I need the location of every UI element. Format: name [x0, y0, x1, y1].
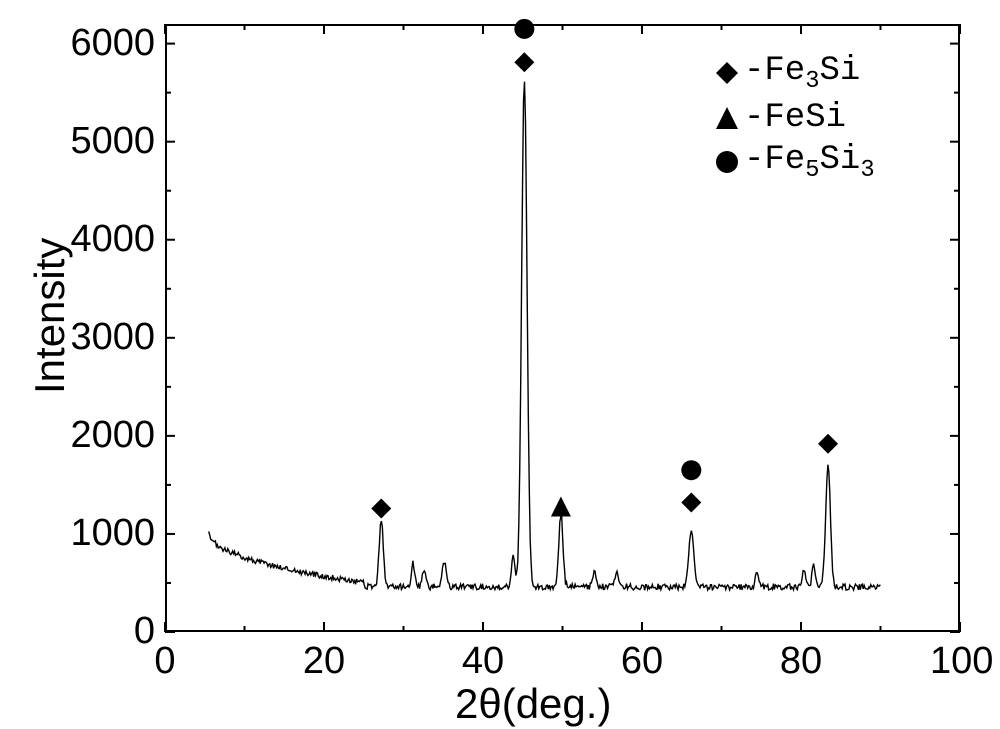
legend-label: -Fe3Si	[744, 52, 860, 95]
x-tick-label: 60	[612, 640, 672, 683]
y-tick-label: 0	[55, 610, 155, 653]
x-tick-label: 40	[453, 640, 513, 683]
diamond-icon	[710, 59, 744, 87]
legend-label: -Fe5Si3	[744, 141, 875, 184]
y-tick-label: 2000	[55, 414, 155, 457]
x-tick-label: 100	[930, 640, 990, 683]
x-tick-label: 80	[771, 640, 831, 683]
legend-label: -FeSi	[744, 99, 846, 137]
legend-item: -Fe3Si	[710, 52, 875, 95]
y-tick-label: 5000	[55, 120, 155, 163]
triangle-icon	[710, 104, 744, 132]
legend-item: -FeSi	[710, 99, 875, 137]
xrd-figure: Intensity 2θ(deg.) 020406080100 01000200…	[0, 0, 1000, 729]
y-tick-label: 1000	[55, 512, 155, 555]
y-tick-label: 6000	[55, 22, 155, 65]
x-tick-label: 20	[294, 640, 354, 683]
legend: -Fe3Si -FeSi -Fe5Si3	[710, 52, 875, 188]
y-tick-label: 4000	[55, 218, 155, 261]
circle-icon	[710, 148, 744, 176]
y-tick-label: 3000	[55, 316, 155, 359]
legend-item: -Fe5Si3	[710, 141, 875, 184]
